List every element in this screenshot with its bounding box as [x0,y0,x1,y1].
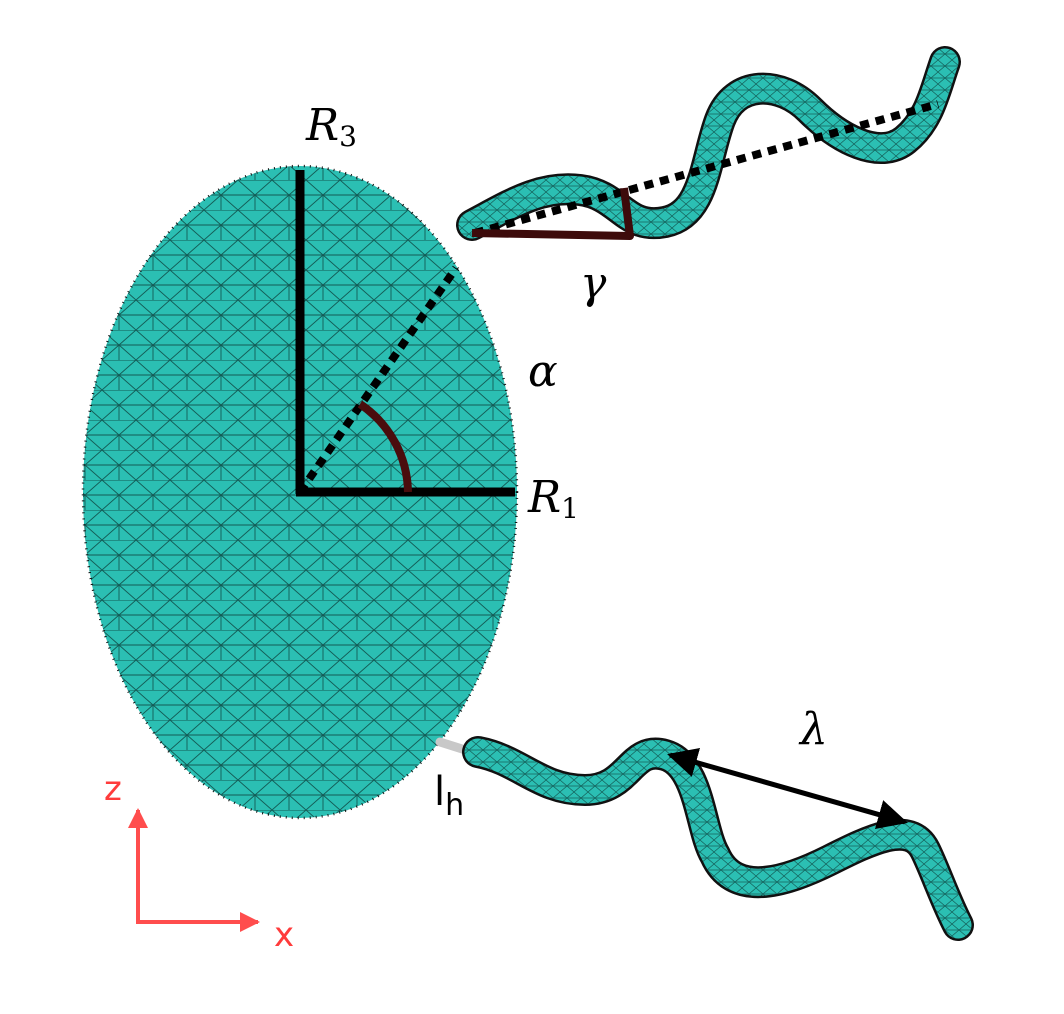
alpha-diagonal-dashed [296,265,460,495]
flagellum-top-mesh [458,48,959,239]
hook-length-label: lh [434,772,464,821]
lambda-label-text: λ [800,704,828,755]
gamma-label-text: γ [580,258,607,309]
r3-label: R3 [306,104,357,151]
z-axis-label: z [104,772,122,806]
pitch-angle-triangle [471,187,634,240]
r3-label-main: R [306,100,340,151]
lambda-label: λ [800,708,828,752]
r3-label-sub: 3 [339,120,357,153]
flagellum-bottom-mesh [464,738,972,939]
flagellum-top [456,46,961,241]
gamma-label: γ [580,262,606,306]
flagellum-bottom [462,736,974,941]
wavelength-arrow [667,747,908,830]
r1-label-main: R [528,472,562,523]
coordinate-axes [128,808,260,932]
r1-label: R1 [528,476,579,523]
cell-body-outline [81,164,519,820]
z-axis-label-text: z [104,769,122,809]
alpha-label-text: α [528,346,558,397]
hook-length-sub: h [445,788,465,823]
x-axis-label-text: x [274,915,295,955]
alpha-angle-arc [357,400,412,493]
flagellum-axis-dashed [473,100,940,237]
hook-length-main: l [434,769,446,815]
r1-label-sub: 1 [561,492,579,525]
x-axis-label: x [274,918,294,952]
alpha-label: α [528,350,558,394]
